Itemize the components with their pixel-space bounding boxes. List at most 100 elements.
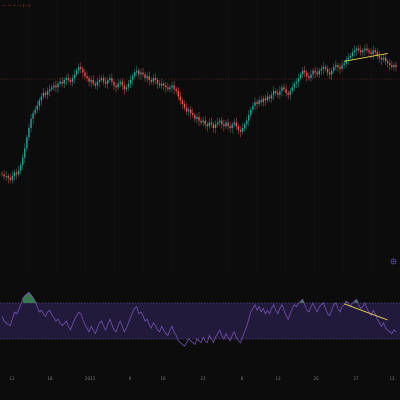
candle bbox=[289, 91, 291, 95]
candle bbox=[281, 87, 283, 92]
candle bbox=[291, 87, 294, 92]
candle bbox=[22, 157, 24, 166]
candle bbox=[129, 79, 132, 84]
candle bbox=[368, 50, 370, 53]
rsi-divergence-trendline bbox=[344, 303, 388, 321]
candle bbox=[297, 78, 300, 82]
time-axis-tick: 20 bbox=[313, 376, 319, 381]
candle bbox=[372, 50, 374, 55]
candle bbox=[258, 100, 260, 104]
candle bbox=[245, 120, 248, 125]
candle bbox=[393, 65, 395, 67]
candle bbox=[262, 98, 264, 103]
candle bbox=[341, 65, 343, 69]
candle bbox=[308, 76, 310, 79]
candle bbox=[136, 70, 138, 73]
candle bbox=[389, 63, 391, 66]
candle bbox=[395, 65, 397, 67]
candle bbox=[9, 178, 11, 180]
candle bbox=[347, 57, 350, 60]
candle bbox=[214, 124, 217, 129]
candle bbox=[82, 68, 84, 73]
candle bbox=[227, 122, 229, 127]
candle bbox=[328, 72, 331, 75]
candle bbox=[104, 81, 107, 84]
candle bbox=[233, 122, 235, 125]
candle bbox=[360, 50, 362, 53]
candle bbox=[107, 79, 109, 84]
candle bbox=[115, 85, 117, 88]
candle bbox=[216, 122, 219, 125]
candle bbox=[333, 67, 335, 71]
candle bbox=[362, 50, 364, 53]
candle bbox=[225, 122, 227, 127]
symbol-legend[interactable]: — — • — (—) bbox=[2, 3, 31, 8]
candle bbox=[96, 81, 99, 86]
candle bbox=[90, 79, 92, 82]
candle bbox=[324, 67, 327, 69]
candle bbox=[376, 52, 379, 56]
time-axis[interactable]: 11 18 2023 9 16 23 8 13 20 27 13 bbox=[0, 368, 400, 400]
candle bbox=[299, 74, 302, 79]
candle bbox=[339, 67, 341, 69]
candle bbox=[94, 83, 97, 86]
candle bbox=[173, 85, 175, 90]
candle bbox=[42, 92, 45, 97]
candle bbox=[196, 116, 198, 119]
candle bbox=[86, 76, 88, 79]
candle bbox=[190, 109, 192, 114]
candle bbox=[293, 83, 296, 88]
candle bbox=[98, 79, 101, 82]
candle bbox=[187, 109, 190, 112]
rsi-pane[interactable] bbox=[0, 274, 400, 368]
candle bbox=[204, 120, 206, 125]
candle bbox=[374, 50, 376, 53]
candle bbox=[331, 70, 333, 75]
candle bbox=[277, 92, 279, 95]
candle bbox=[312, 70, 314, 75]
candle bbox=[111, 78, 113, 82]
candle bbox=[391, 65, 393, 67]
candle bbox=[382, 57, 385, 60]
candle bbox=[192, 113, 194, 116]
candle bbox=[117, 83, 119, 88]
candle bbox=[51, 87, 53, 90]
candle bbox=[177, 91, 179, 97]
candle bbox=[283, 87, 285, 90]
gear-icon[interactable] bbox=[390, 258, 397, 265]
candle bbox=[84, 72, 86, 77]
candle bbox=[123, 85, 126, 90]
candle bbox=[19, 165, 22, 171]
candle bbox=[146, 76, 148, 79]
candle bbox=[71, 78, 74, 82]
candle bbox=[179, 96, 182, 101]
candle bbox=[38, 100, 41, 106]
candle bbox=[194, 115, 196, 119]
candle bbox=[36, 105, 38, 110]
candle bbox=[88, 78, 90, 82]
candle bbox=[163, 83, 165, 86]
candle bbox=[63, 79, 65, 84]
candle bbox=[287, 92, 289, 95]
candle bbox=[210, 122, 213, 125]
candle bbox=[248, 115, 250, 121]
candle bbox=[46, 91, 49, 95]
candle bbox=[65, 78, 67, 80]
candle bbox=[32, 113, 34, 119]
time-axis-tick: 13 bbox=[389, 376, 395, 381]
candle bbox=[154, 78, 157, 80]
candle bbox=[26, 137, 28, 149]
candle bbox=[198, 116, 200, 121]
candle bbox=[235, 122, 238, 127]
candle bbox=[349, 55, 352, 58]
candle bbox=[212, 124, 215, 129]
price-pane[interactable] bbox=[0, 0, 400, 272]
time-axis-tick: 27 bbox=[353, 376, 359, 381]
candle bbox=[160, 83, 163, 86]
candle bbox=[337, 65, 339, 67]
candle bbox=[364, 48, 366, 51]
candle bbox=[156, 79, 159, 84]
candle bbox=[316, 72, 318, 75]
candle bbox=[55, 85, 57, 88]
candle bbox=[387, 61, 389, 64]
